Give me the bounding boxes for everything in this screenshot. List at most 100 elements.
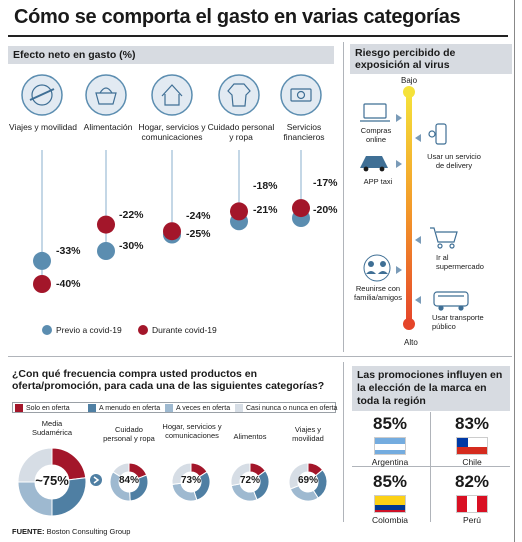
risk-low-label: Bajo bbox=[401, 76, 418, 85]
risk-item-super: Ir al supermercado bbox=[436, 253, 484, 271]
spend-effect-header: Efecto neto en gasto (%) bbox=[8, 46, 334, 64]
chile-flag-icon bbox=[456, 437, 488, 455]
donut-0-segment-3 bbox=[17, 447, 53, 483]
promo-grid-vline bbox=[430, 412, 431, 522]
dot-previo-1 bbox=[97, 242, 115, 260]
donut-center-media: ~75% bbox=[35, 473, 69, 488]
legend-previo-label: Previo a covid-19 bbox=[56, 325, 122, 335]
risk-item-delivery: Usar un servicio de delivery bbox=[427, 152, 481, 170]
pct-hogar-durante: -24% bbox=[186, 210, 211, 222]
promo-argentina: 85% Argentina bbox=[352, 414, 428, 467]
pct-cuidado-previo: -21% bbox=[253, 204, 278, 216]
promo-peru-pct: 82% bbox=[454, 472, 490, 491]
risk-scale bbox=[360, 86, 469, 330]
legend-previo-dot bbox=[42, 325, 52, 335]
pct-hogar-previo: -25% bbox=[186, 228, 211, 240]
delivery-icon bbox=[428, 123, 447, 145]
promo-grid-hline bbox=[352, 466, 510, 467]
promo-colombia-pct: 85% bbox=[372, 472, 408, 491]
pct-alimentacion-previo: -30% bbox=[119, 240, 144, 252]
source-prefix: FUENTE: bbox=[12, 527, 45, 536]
risk-item-compras: Compras online bbox=[360, 126, 392, 144]
arrow-transporte bbox=[415, 296, 421, 304]
section-divider-top bbox=[343, 42, 344, 352]
cat-label-hogar: Hogar, servicios y comunicaciones bbox=[138, 122, 206, 142]
bus-icon bbox=[433, 291, 469, 311]
house-icon bbox=[151, 74, 193, 116]
dot-durante-2 bbox=[163, 222, 181, 241]
donut-label-media: Media Sudamérica bbox=[31, 419, 73, 437]
arrow-taxi bbox=[396, 160, 402, 168]
freq-legend-menudo: A menudo en oferta bbox=[88, 404, 160, 412]
arrow-chevron-icon bbox=[93, 476, 100, 484]
promo-colombia-name: Colombia bbox=[372, 515, 408, 525]
section-divider-bottom bbox=[343, 362, 344, 522]
pct-financieros-previo: -20% bbox=[313, 204, 338, 216]
legend-durante: Durante covid-19 bbox=[138, 325, 217, 335]
donut-center-cuidado: 84% bbox=[118, 475, 139, 486]
cat-label-alimentacion: Alimentación bbox=[83, 122, 133, 132]
legend-durante-label: Durante covid-19 bbox=[152, 325, 217, 335]
cat-label-viajes: Viajes y movilidad bbox=[9, 122, 77, 132]
donut-3-segment-2 bbox=[230, 483, 258, 502]
page-title: Cómo se comporta el gasto en varias cate… bbox=[14, 6, 461, 28]
donut-label-hogar: Hogar, servicios y comunicaciones bbox=[162, 422, 222, 440]
promo-argentina-pct: 85% bbox=[372, 414, 408, 433]
donut-center-viajes: 69% bbox=[297, 475, 318, 486]
promo-title: Las promociones influyen en la elección … bbox=[352, 366, 510, 411]
freq-legend-aveces-swatch bbox=[165, 404, 173, 412]
plane-globe-icon bbox=[21, 74, 63, 116]
colombia-flag-icon bbox=[374, 495, 406, 513]
shirt-icon bbox=[218, 74, 260, 116]
risk-bottom-dot bbox=[403, 318, 415, 330]
pct-financieros-durante: -17% bbox=[313, 177, 338, 189]
donut-label-viajes: Viajes y movilidad bbox=[292, 425, 324, 443]
promo-argentina-name: Argentina bbox=[371, 457, 409, 467]
risk-item-reunirse: Reunirse con familia/amigos bbox=[354, 284, 402, 302]
promo-chile: 83% Chile bbox=[434, 414, 510, 467]
donut-segments bbox=[17, 447, 328, 517]
risk-item-taxi: APP taxi bbox=[363, 177, 393, 186]
donut-2-segment-3 bbox=[171, 462, 192, 485]
pct-cuidado-durante: -18% bbox=[253, 180, 278, 192]
shopping-basket-icon bbox=[85, 74, 127, 116]
dot-durante-4 bbox=[292, 199, 310, 218]
donut-4-segment-2 bbox=[289, 485, 319, 502]
freq-legend-solo-label: Solo en oferta bbox=[26, 404, 70, 412]
category-icons bbox=[21, 74, 322, 116]
promo-chile-name: Chile bbox=[462, 457, 482, 467]
freq-legend-solo-swatch bbox=[15, 404, 23, 412]
source-text: Boston Consulting Group bbox=[46, 527, 131, 536]
freq-legend-solo: Solo en oferta bbox=[15, 404, 70, 412]
pct-viajes-durante: -40% bbox=[56, 278, 81, 290]
section-divider-horizontal bbox=[8, 356, 512, 357]
dot-durante-0 bbox=[33, 275, 51, 293]
promo-colombia: 85% Colombia bbox=[352, 472, 428, 525]
title-rule bbox=[8, 35, 508, 37]
dot-durante-1 bbox=[97, 215, 115, 234]
arrow-compras bbox=[396, 114, 402, 122]
spend-effect-chart bbox=[21, 74, 322, 293]
promo-peru: 82% Perú bbox=[434, 472, 510, 525]
argentina-flag-icon bbox=[374, 437, 406, 455]
freq-legend-nunca-swatch bbox=[235, 404, 243, 412]
cat-label-cuidado: Cuidado personal y ropa bbox=[207, 122, 275, 142]
car-icon bbox=[360, 156, 388, 172]
donut-center-hogar: 73% bbox=[180, 475, 201, 486]
legend-previo: Previo a covid-19 bbox=[42, 325, 122, 335]
freq-legend-nunca: Casi nunca o nunca en oferta bbox=[235, 404, 337, 412]
source-note: FUENTE: Boston Consulting Group bbox=[12, 527, 130, 536]
pct-viajes-previo: -33% bbox=[56, 245, 81, 257]
donut-label-alimentos: Alimentos bbox=[233, 432, 267, 441]
pct-alimentacion-durante: -22% bbox=[119, 209, 144, 221]
risk-gradient-bar bbox=[406, 92, 412, 324]
dot-durante-3 bbox=[230, 202, 248, 221]
shopping-cart-icon bbox=[430, 227, 458, 249]
page-edge-line bbox=[514, 0, 515, 542]
laptop-icon bbox=[360, 103, 390, 122]
dot-previo-0 bbox=[33, 251, 51, 270]
risk-top-dot bbox=[403, 86, 415, 98]
frequency-title: ¿Con qué frecuencia compra usted product… bbox=[12, 368, 325, 392]
risk-header: Riesgo percibido de exposición al virus bbox=[350, 44, 512, 74]
promo-chile-pct: 83% bbox=[454, 414, 490, 433]
